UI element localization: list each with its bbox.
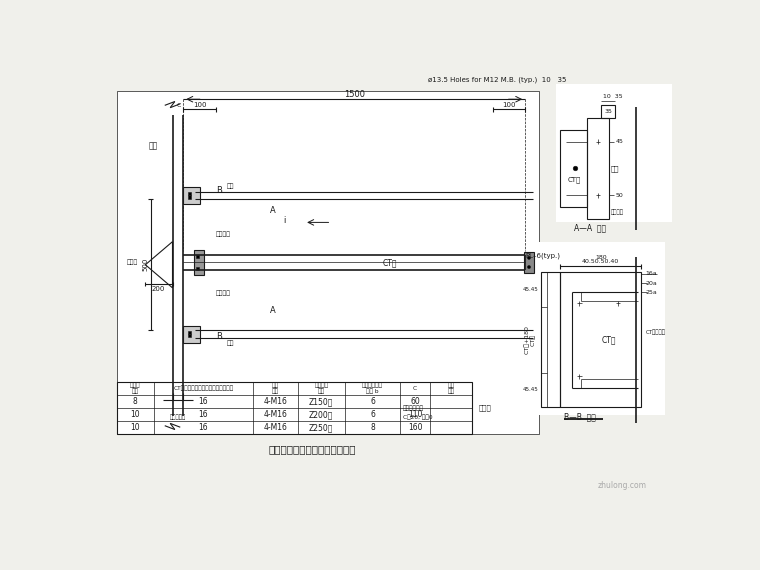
Bar bbox=[117, 92, 539, 434]
Text: 力阶边架结: 力阶边架结 bbox=[169, 414, 186, 420]
Text: 1500: 1500 bbox=[344, 90, 365, 99]
Bar bbox=[540, 272, 560, 407]
Text: 500: 500 bbox=[142, 258, 148, 271]
Bar bbox=[560, 130, 587, 207]
Text: 墙架连接: 墙架连接 bbox=[215, 291, 230, 296]
Text: 16: 16 bbox=[198, 423, 208, 432]
Text: 加强板: 加强板 bbox=[127, 260, 138, 265]
Text: CT架: CT架 bbox=[567, 177, 581, 184]
Text: 钉柱: 钉柱 bbox=[148, 141, 158, 150]
Text: 墙架: 墙架 bbox=[227, 184, 234, 189]
Text: 60: 60 bbox=[410, 397, 420, 406]
Text: Z200型: Z200型 bbox=[309, 410, 334, 419]
Bar bbox=[195, 250, 204, 275]
Text: A—A  断面: A—A 断面 bbox=[574, 223, 606, 233]
Bar bbox=[188, 331, 191, 334]
Text: 100: 100 bbox=[502, 103, 515, 108]
Text: 雨波
数量: 雨波 数量 bbox=[448, 382, 454, 394]
Text: 6: 6 bbox=[370, 410, 375, 419]
Text: 110: 110 bbox=[408, 410, 423, 419]
Bar bbox=[196, 267, 199, 270]
Text: CT结: CT结 bbox=[530, 334, 536, 346]
Text: C: C bbox=[176, 103, 181, 108]
Circle shape bbox=[527, 256, 530, 259]
Text: B—B  断面: B—B 断面 bbox=[564, 412, 596, 421]
Text: 45.45: 45.45 bbox=[523, 388, 538, 392]
Text: CT架规格栏: CT架规格栏 bbox=[645, 329, 665, 335]
Bar bbox=[196, 255, 199, 258]
Text: 40.50.50.40: 40.50.50.40 bbox=[582, 259, 619, 264]
Text: 16a: 16a bbox=[645, 271, 657, 276]
Text: 20a: 20a bbox=[645, 281, 657, 286]
Text: A: A bbox=[271, 307, 276, 315]
Text: 4-M16: 4-M16 bbox=[264, 397, 287, 406]
Circle shape bbox=[527, 266, 530, 268]
Text: CT架腹板厉度及连接螺丝数目、直径: CT架腹板厉度及连接螺丝数目、直径 bbox=[173, 385, 233, 391]
Text: 16: 16 bbox=[198, 410, 208, 419]
Text: 墙架摔板开孔
间距 b: 墙架摔板开孔 间距 b bbox=[362, 382, 383, 394]
Text: CT架: CT架 bbox=[601, 335, 616, 344]
Text: 墙架: 墙架 bbox=[610, 165, 619, 172]
Text: 拓展图: 拓展图 bbox=[479, 405, 492, 412]
Text: 8: 8 bbox=[133, 397, 138, 406]
Text: 4-M16: 4-M16 bbox=[264, 423, 287, 432]
Text: 10: 10 bbox=[131, 410, 140, 419]
Text: 墙架连接: 墙架连接 bbox=[215, 231, 230, 237]
Text: zhulong.com: zhulong.com bbox=[597, 481, 647, 490]
Bar bbox=[188, 192, 191, 196]
Circle shape bbox=[573, 166, 578, 171]
Text: CT架+180: CT架+180 bbox=[524, 325, 530, 355]
Bar bbox=[117, 382, 473, 434]
Text: 50: 50 bbox=[616, 193, 623, 198]
Text: 墙架
规格: 墙架 规格 bbox=[272, 382, 279, 394]
Text: ø13.5 Holes for M12 M.B. (typ.)  10   35: ø13.5 Holes for M12 M.B. (typ.) 10 35 bbox=[428, 77, 567, 83]
Text: CT架: CT架 bbox=[382, 258, 397, 267]
Text: Z150型: Z150型 bbox=[309, 397, 334, 406]
Bar bbox=[183, 325, 201, 343]
Text: 200: 200 bbox=[152, 286, 165, 292]
Text: 45.45: 45.45 bbox=[523, 287, 538, 292]
Text: 8: 8 bbox=[370, 423, 375, 432]
Bar bbox=[601, 104, 615, 119]
Text: 雨波详图一（与钉柱边型相连）: 雨波详图一（与钉柱边型相连） bbox=[268, 445, 356, 454]
Text: Z250型: Z250型 bbox=[309, 423, 334, 432]
Text: C取20, 优先0: C取20, 优先0 bbox=[403, 414, 432, 420]
Text: B: B bbox=[216, 186, 222, 194]
Text: i: i bbox=[283, 217, 286, 225]
Text: 45: 45 bbox=[616, 139, 624, 144]
Bar bbox=[524, 252, 534, 273]
Bar bbox=[183, 187, 201, 204]
Bar bbox=[556, 84, 673, 222]
Text: 180: 180 bbox=[595, 255, 606, 260]
Text: 25a: 25a bbox=[645, 290, 657, 295]
Bar bbox=[537, 242, 665, 415]
Text: 4-M16: 4-M16 bbox=[264, 410, 287, 419]
Text: 10  35: 10 35 bbox=[603, 95, 622, 99]
Bar bbox=[188, 196, 191, 198]
Text: B: B bbox=[216, 332, 222, 341]
Bar bbox=[560, 272, 641, 407]
Text: 100: 100 bbox=[193, 103, 207, 108]
Text: 当地居厉度，: 当地居厉度， bbox=[403, 405, 423, 411]
Bar bbox=[587, 119, 609, 218]
Text: 160: 160 bbox=[408, 423, 423, 432]
Text: 6: 6 bbox=[370, 397, 375, 406]
Text: A: A bbox=[271, 206, 276, 215]
Text: 16: 16 bbox=[198, 397, 208, 406]
Text: 墙架: 墙架 bbox=[227, 340, 234, 346]
Text: 加劲板
厉度: 加劲板 厉度 bbox=[130, 382, 141, 394]
Text: 墙架摔板
厉度: 墙架摔板 厉度 bbox=[315, 382, 328, 394]
Bar bbox=[188, 334, 191, 337]
Text: C: C bbox=[413, 386, 417, 391]
Text: 满焼孔满: 满焼孔满 bbox=[611, 210, 624, 215]
Text: 10: 10 bbox=[131, 423, 140, 432]
Text: 35: 35 bbox=[604, 109, 612, 114]
Text: PL–6(typ.): PL–6(typ.) bbox=[525, 253, 560, 259]
